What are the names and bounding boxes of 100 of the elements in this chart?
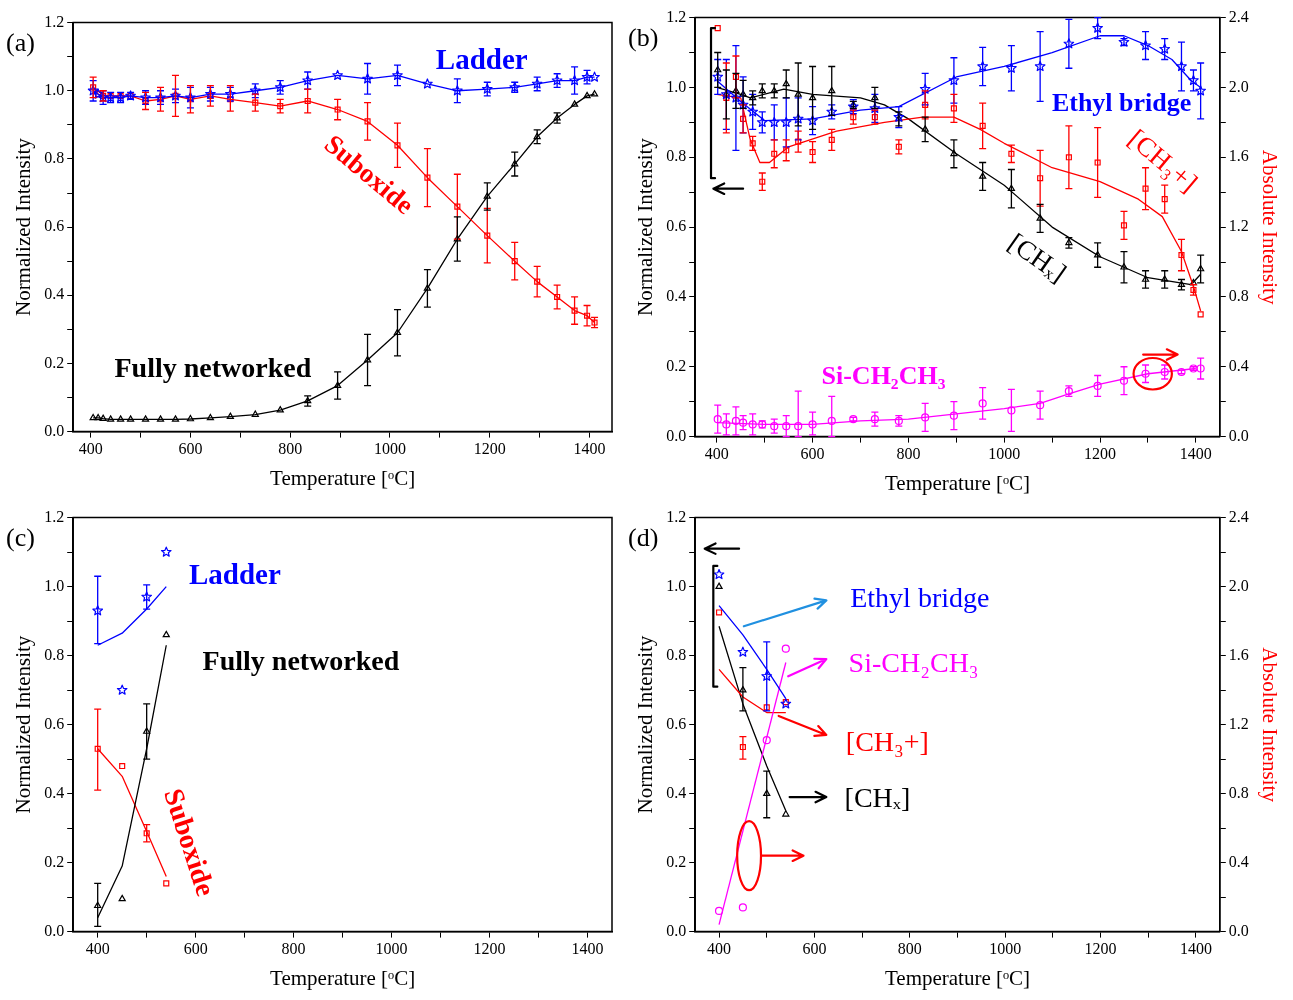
point (828, 86, 836, 94)
point (978, 399, 987, 408)
y-tick-label: 0.6 (666, 217, 687, 235)
x-axis-title: Temperature [ᵒC] (884, 965, 1031, 990)
point (871, 93, 879, 101)
x-axis-title: Temperature [ᵒC] (270, 965, 416, 990)
point (758, 86, 766, 94)
text: (a) (6, 28, 35, 58)
point (484, 232, 491, 239)
point (794, 90, 802, 97)
point (1141, 369, 1150, 378)
y-tick-label: 0.2 (666, 356, 687, 374)
point (160, 546, 172, 557)
point (570, 100, 579, 107)
point (1037, 175, 1044, 182)
point (583, 91, 591, 99)
y-tick-label: 1.0 (44, 80, 65, 98)
y2-tick-label: 0.8 (1228, 287, 1249, 305)
point (363, 355, 372, 363)
point (392, 69, 403, 81)
point (483, 192, 491, 199)
y-tick-label: 0.6 (44, 217, 65, 235)
x-tick-label: 800 (896, 445, 921, 463)
point (869, 102, 881, 114)
point (302, 74, 314, 86)
point (770, 422, 779, 431)
y2-tick-label: 0.0 (1228, 426, 1249, 444)
y-tick-label: 0.0 (666, 921, 687, 939)
point (94, 745, 101, 752)
y-tick-label: 0.8 (44, 645, 65, 663)
x-tick-label: 800 (278, 440, 303, 458)
point (1197, 311, 1204, 318)
series-label: Ladder (188, 558, 281, 591)
point (277, 103, 284, 110)
point (737, 646, 749, 657)
point (252, 99, 259, 106)
point (334, 106, 341, 113)
legend-label: [CHₓ] (844, 781, 911, 813)
point (251, 410, 259, 417)
point (1161, 196, 1168, 203)
x-tick-label: 1400 (1179, 445, 1212, 463)
y2-tick-label: 0.4 (1228, 356, 1249, 374)
point (723, 94, 730, 101)
x-tick-label: 800 (281, 940, 306, 958)
point (1034, 60, 1046, 72)
point (554, 293, 561, 301)
point (714, 25, 721, 32)
y-tick-label: 1.0 (44, 576, 65, 594)
y-axis-title: Normalized Intensity (633, 137, 658, 317)
point (714, 65, 722, 73)
point (713, 415, 722, 424)
point (206, 413, 215, 421)
y2-tick-label: 0.0 (1228, 921, 1249, 939)
point (922, 101, 929, 108)
point (453, 234, 461, 242)
point (141, 415, 150, 422)
point (364, 118, 371, 125)
x-axis-title: Temperature [ᵒC] (884, 470, 1031, 495)
point (143, 830, 150, 837)
point (1008, 150, 1015, 157)
point (895, 143, 902, 150)
point (712, 71, 724, 82)
x-tick-label: 1200 (1084, 940, 1117, 958)
series-label: Ladder (435, 43, 528, 76)
x-tick-label: 600 (800, 445, 825, 463)
point (511, 159, 519, 167)
y-tick-label: 0.6 (44, 714, 65, 732)
y2-tick-label: 2.0 (1228, 77, 1249, 95)
point (828, 136, 835, 143)
point (87, 85, 99, 96)
point (808, 420, 817, 429)
point (714, 906, 724, 915)
point (116, 684, 128, 695)
point (763, 704, 770, 711)
point (768, 116, 780, 127)
series-label: Ethyl bridge (1051, 87, 1192, 117)
point (1196, 364, 1205, 373)
y2-tick-label: 1.2 (1228, 714, 1249, 732)
point (771, 150, 778, 157)
point (850, 114, 857, 121)
point (422, 78, 433, 89)
point (747, 106, 759, 117)
y2-tick-label: 2.4 (1228, 7, 1249, 25)
point (1189, 278, 1198, 286)
text: Ethyl bridge (850, 582, 990, 614)
point (141, 591, 153, 602)
y2-tick-label: 2.4 (1228, 507, 1249, 525)
point (762, 736, 771, 745)
x-tick-label: 1200 (1084, 445, 1117, 463)
text: (c) (6, 523, 35, 553)
y-tick-label: 1.0 (666, 576, 687, 594)
x-tick-label: 400 (707, 940, 732, 958)
point (948, 74, 960, 86)
point (761, 670, 773, 681)
y-tick-label: 1.2 (666, 7, 687, 25)
point (590, 90, 599, 97)
point (186, 414, 195, 422)
point (1007, 406, 1016, 415)
y-tick-label: 1.2 (44, 12, 65, 30)
point (571, 307, 578, 314)
